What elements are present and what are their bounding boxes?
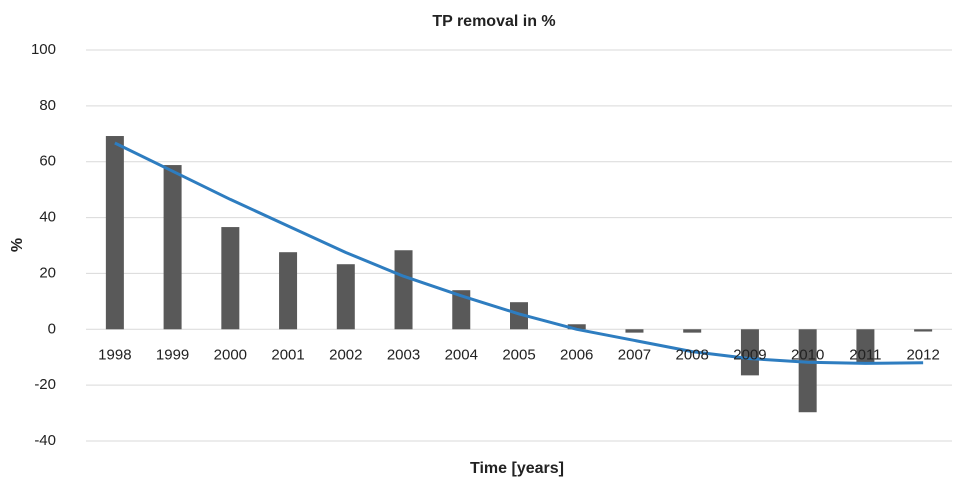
bar	[510, 302, 528, 330]
bar	[336, 264, 355, 330]
x-tick-label: 2010	[791, 346, 824, 363]
bar	[221, 227, 240, 330]
bar	[683, 329, 702, 333]
bar	[567, 324, 586, 330]
x-tick-label: 2008	[676, 346, 709, 363]
y-tick-label: 100	[31, 41, 56, 58]
x-tick-label: 2009	[733, 346, 766, 363]
bar	[625, 329, 644, 333]
x-tick-label: 2003	[387, 346, 420, 363]
y-tick-label: 0	[48, 320, 56, 337]
bar	[394, 250, 413, 330]
x-tick-label: 2011	[849, 346, 881, 363]
x-tick-label: 2004	[445, 346, 478, 363]
bar	[914, 329, 933, 332]
trendline	[114, 141, 924, 365]
x-tick-label: 2007	[618, 346, 651, 363]
bar	[452, 290, 471, 330]
y-tick-label: 40	[39, 209, 56, 226]
y-tick-label: 60	[39, 153, 56, 170]
y-axis-title: %	[9, 238, 26, 252]
x-tick-label: 2005	[502, 346, 535, 363]
bar	[105, 136, 124, 330]
x-axis-title: Time [years]	[470, 460, 564, 477]
x-tick-label: 1998	[98, 346, 131, 363]
x-tick-label: 1999	[156, 346, 189, 363]
bar	[163, 165, 182, 330]
x-tick-label: 2012	[906, 346, 939, 363]
y-tick-label: -20	[34, 376, 56, 393]
bar	[279, 252, 298, 330]
y-tick-label: -40	[34, 432, 56, 449]
y-tick-label: 20	[39, 264, 56, 281]
bar	[740, 329, 759, 376]
bar	[798, 329, 817, 413]
x-tick-label: 2002	[329, 346, 362, 363]
x-tick-label: 2000	[214, 346, 247, 363]
bar	[856, 329, 875, 363]
x-tick-label: 2001	[271, 346, 304, 363]
x-tick-label: 2006	[560, 346, 593, 363]
y-tick-label: 80	[39, 97, 56, 114]
chart-title: TP removal in %	[432, 13, 555, 30]
